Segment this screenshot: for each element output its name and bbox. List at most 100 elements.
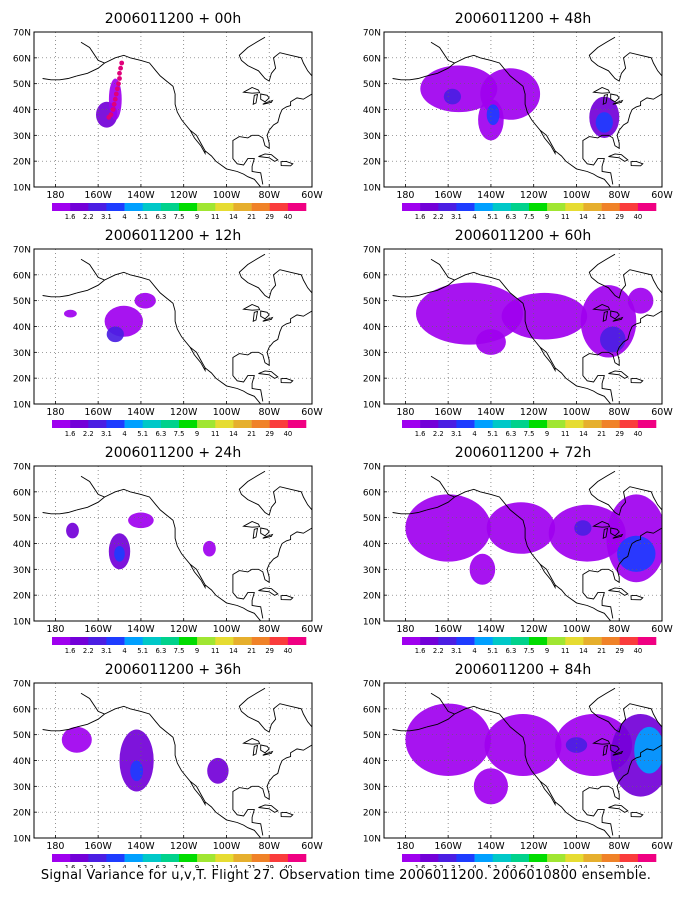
colorbar-swatch <box>269 420 289 428</box>
lon-tick-label: 160W <box>84 624 112 635</box>
lon-tick-label: 100W <box>213 190 241 201</box>
lat-tick-label: 60N <box>13 54 31 64</box>
colorbar-swatch <box>565 203 584 211</box>
lat-tick-label: 60N <box>363 54 381 64</box>
colorbar-swatch <box>287 420 307 428</box>
lon-tick-label: 160W <box>434 407 462 418</box>
flight-track-point <box>117 70 122 76</box>
flight-track-point <box>110 107 116 112</box>
colorbar-level-label: 6.3 <box>505 647 516 655</box>
coastline <box>392 253 662 404</box>
colorbar-swatch <box>619 854 639 862</box>
colorbar: 1.6 2.2 3.1 4 5.1 6.3 7.5 9 11 14 21 29 40 <box>52 420 307 438</box>
variance-contour <box>66 522 79 539</box>
colorbar-level-label: 29 <box>265 213 274 221</box>
lon-tick-label: 80W <box>258 624 280 635</box>
colorbar-level-label: 7.5 <box>524 213 535 221</box>
colorbar-level-label: 11 <box>561 213 570 221</box>
colorbar-swatch <box>106 637 125 645</box>
lon-tick-label: 140W <box>477 624 505 635</box>
lon-tick-label: 100W <box>213 407 241 418</box>
lon-tick-label: 80W <box>258 190 280 201</box>
lon-tick-label: 160W <box>434 841 462 852</box>
lat-tick-label: 10N <box>13 401 31 411</box>
variance-contour <box>565 737 588 753</box>
colorbar-level-label: 4 <box>122 430 126 438</box>
colorbar-swatch <box>233 854 252 862</box>
variance-contour <box>595 112 613 133</box>
lat-tick-label: 20N <box>13 809 31 819</box>
colorbar-level-label: 5.1 <box>487 647 498 655</box>
colorbar: 1.6 2.2 3.1 4 5.1 6.3 7.5 9 11 14 21 29 40 <box>402 637 657 655</box>
colorbar-swatch <box>492 637 512 645</box>
variance-contour <box>207 757 229 784</box>
colorbar-swatch <box>287 854 307 862</box>
lat-tick-label: 70N <box>13 29 31 39</box>
colorbar-swatch <box>142 637 162 645</box>
colorbar-swatch <box>287 637 307 645</box>
colorbar-swatch <box>251 420 270 428</box>
lon-tick-label: 60W <box>301 841 323 852</box>
coastline <box>392 470 662 621</box>
colorbar-swatch <box>160 854 180 862</box>
colorbar-level-label: 3.1 <box>101 213 112 221</box>
lon-tick-label: 100W <box>563 624 591 635</box>
colorbar-level-label: 2.2 <box>83 430 94 438</box>
lon-tick-label: 180 <box>396 624 414 635</box>
colorbar-level-label: 14 <box>229 430 238 438</box>
lat-tick-label: 60N <box>13 705 31 715</box>
lat-tick-label: 50N <box>13 297 31 307</box>
lon-tick-label: 80W <box>608 624 630 635</box>
colorbar-level-label: 9 <box>545 430 549 438</box>
lon-tick-label: 120W <box>170 190 198 201</box>
lat-tick-label: 30N <box>13 132 31 142</box>
colorbar-swatch <box>52 637 71 645</box>
colorbar-swatch <box>52 854 71 862</box>
colorbar-swatch <box>420 420 439 428</box>
colorbar-swatch <box>510 203 530 211</box>
colorbar-swatch <box>529 203 548 211</box>
colorbar-level-label: 6.3 <box>155 213 166 221</box>
colorbar-level-label: 29 <box>265 647 274 655</box>
variance-contour <box>443 88 461 105</box>
colorbar: 1.6 2.2 3.1 4 5.1 6.3 7.5 9 11 14 21 29 40 <box>52 637 307 655</box>
lat-tick-label: 10N <box>363 184 381 194</box>
lon-tick-label: 80W <box>608 190 630 201</box>
flight-track-point <box>116 81 121 87</box>
map-panel: 2006011200 + 36h 10N 20N 30N 40N 50N 60N 70N 180… <box>13 662 324 872</box>
colorbar-swatch <box>124 854 143 862</box>
colorbar-swatch <box>52 203 71 211</box>
colorbar-level-label: 7.5 <box>174 647 185 655</box>
lat-tick-label: 20N <box>13 592 31 602</box>
lon-tick-label: 80W <box>608 841 630 852</box>
lon-tick-label: 100W <box>213 624 241 635</box>
colorbar-swatch <box>474 637 493 645</box>
colorbar-swatch <box>637 854 657 862</box>
colorbar-level-label: 7.5 <box>524 430 535 438</box>
colorbar-swatch <box>420 854 439 862</box>
lon-tick-label: 100W <box>563 407 591 418</box>
colorbar-swatch <box>619 637 639 645</box>
colorbar-swatch <box>601 420 620 428</box>
colorbar-level-label: 21 <box>247 213 256 221</box>
colorbar-swatch <box>474 420 493 428</box>
colorbar-swatch <box>529 854 548 862</box>
colorbar-swatch <box>88 854 107 862</box>
panel-title: 2006011200 + 36h <box>105 662 241 678</box>
colorbar-level-label: 3.1 <box>101 647 112 655</box>
colorbar-swatch <box>269 854 289 862</box>
colorbar-swatch <box>565 637 584 645</box>
panel-title: 2006011200 + 60h <box>455 228 591 244</box>
lat-tick-label: 20N <box>363 809 381 819</box>
lat-tick-label: 10N <box>363 618 381 628</box>
colorbar-level-label: 3.1 <box>451 430 462 438</box>
colorbar-level-label: 9 <box>545 647 549 655</box>
colorbar-swatch <box>492 420 512 428</box>
colorbar-level-label: 14 <box>579 430 588 438</box>
colorbar-level-label: 40 <box>634 213 643 221</box>
lat-tick-label: 50N <box>13 80 31 90</box>
colorbar-swatch <box>179 854 198 862</box>
variance-contour <box>61 726 92 753</box>
colorbar-level-label: 11 <box>561 430 570 438</box>
colorbar-swatch <box>456 203 475 211</box>
